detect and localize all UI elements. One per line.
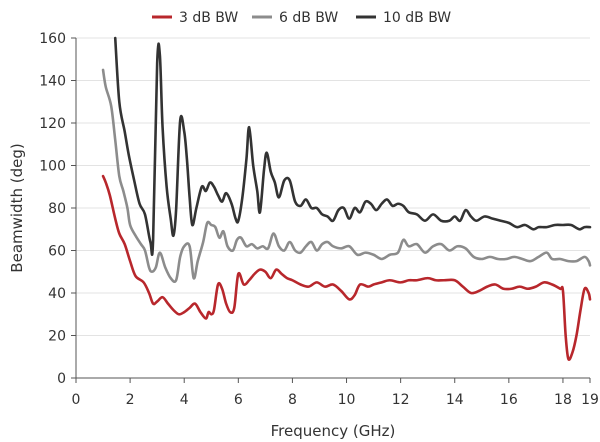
x-tick-label: 8 — [288, 392, 297, 408]
series-line-6-db-bw — [101, 68, 592, 284]
series-line-10-db-bw — [113, 36, 592, 257]
y-tick-label: 140 — [39, 74, 66, 90]
legend: 3 dB BW 6 dB BW 10 dB BW — [152, 10, 451, 26]
legend-label: 10 dB BW — [383, 10, 451, 26]
y-tick-label: 40 — [48, 286, 66, 302]
grid-lines — [76, 37, 590, 336]
axes: 0 20 40 60 80 100 120 140 160 0 2 4 6 8 10 12 14 16 18 19 — [39, 31, 599, 408]
x-tick-label: 19 — [581, 392, 599, 408]
legend-item-10-db-bw: 10 dB BW — [356, 10, 451, 26]
y-tick-label: 160 — [39, 31, 66, 47]
legend-item-6-db-bw: 6 dB BW — [252, 10, 338, 26]
x-tick-label: 0 — [72, 392, 81, 408]
y-axis-title: Beamwidth (deg) — [8, 143, 26, 272]
x-tick-label: 12 — [392, 392, 410, 408]
x-tick-label: 16 — [500, 392, 518, 408]
x-tick-label: 6 — [234, 392, 243, 408]
x-tick-label: 2 — [126, 392, 135, 408]
x-axis-title: Frequency (GHz) — [271, 422, 396, 440]
y-tick-label: 0 — [57, 371, 66, 387]
series-layer — [101, 36, 592, 361]
x-tick-label: 18 — [554, 392, 572, 408]
y-tick-label: 60 — [48, 244, 66, 260]
x-tick-label: 4 — [180, 392, 189, 408]
x-tick-label: 10 — [338, 392, 356, 408]
legend-label: 6 dB BW — [279, 10, 338, 26]
series-line-3-db-bw — [101, 174, 592, 361]
legend-label: 3 dB BW — [179, 10, 238, 26]
y-tick-label: 20 — [48, 329, 66, 345]
y-tick-label: 120 — [39, 116, 66, 132]
legend-item-3-db-bw: 3 dB BW — [152, 10, 238, 26]
y-tick-label: 80 — [48, 201, 66, 217]
y-tick-label: 100 — [39, 159, 66, 175]
x-tick-label: 14 — [446, 392, 464, 408]
